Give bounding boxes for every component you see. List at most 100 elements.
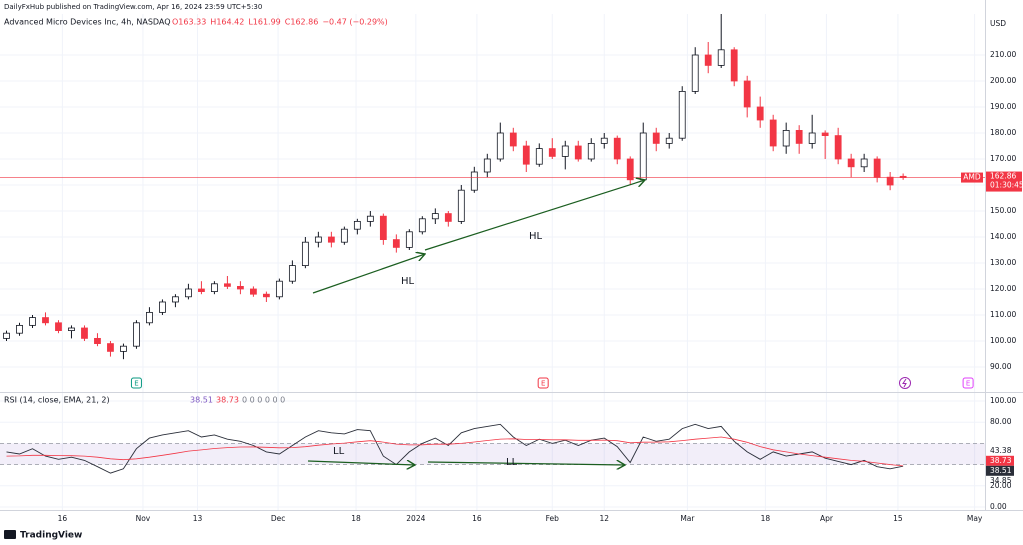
candle-body: [795, 129, 803, 144]
candle-body: [249, 288, 257, 295]
candle-body: [678, 90, 686, 139]
y-tick-label: 120.00: [990, 284, 1016, 293]
x-tick-label: May: [967, 514, 983, 523]
y-tick-label: 150.00: [990, 206, 1016, 215]
x-tick-label: 13: [193, 514, 203, 523]
candle-body: [431, 213, 439, 220]
y-tick-label: 190.00: [990, 102, 1016, 111]
brand: TradingView: [20, 531, 82, 541]
candle-body: [107, 343, 114, 352]
dividend-bolt: [902, 378, 907, 388]
rsi-value: 38.51: [190, 396, 213, 405]
y-tick-label: 170.00: [990, 154, 1016, 163]
candle-body: [808, 132, 816, 144]
candle-body: [860, 158, 868, 168]
candle-body: [275, 280, 283, 298]
candle-body: [81, 327, 88, 339]
rsi-ma-line: [6, 436, 904, 467]
candle-body: [600, 137, 608, 144]
candle-body: [730, 49, 738, 82]
ohlc-legend: O163.33: [172, 18, 206, 27]
y-tick-label: 100.00: [990, 396, 1016, 405]
candle-body: [548, 148, 556, 157]
ohlc-legend: L161.99: [248, 18, 280, 27]
x-tick-label: Apr: [820, 514, 834, 523]
brand-logo: [4, 530, 16, 539]
rsi-axis-label: 34.85: [990, 476, 1012, 485]
event-marker: [537, 377, 549, 389]
rsi-placeholders: 0 0 0 0 0 0: [242, 396, 285, 405]
trend-arrow: [427, 462, 625, 465]
y-tick-label: 110.00: [990, 310, 1016, 319]
candle-body: [353, 220, 361, 230]
event-marker: [130, 377, 142, 389]
candle-body: [821, 132, 829, 136]
candle-body: [522, 145, 530, 165]
y-tick-label: 80.00: [990, 417, 1012, 426]
candle-body: [691, 54, 699, 92]
candle-body: [68, 327, 75, 331]
candle-body: [769, 119, 777, 147]
y-tick-label: 200.00: [990, 76, 1016, 85]
candle-body: [288, 265, 296, 282]
x-tick-label: 16: [472, 514, 482, 523]
candle-body: [756, 106, 764, 121]
rsi-value-tag: [986, 465, 1014, 476]
candle-body: [379, 215, 387, 240]
ohlc-legend: H164.42: [210, 18, 244, 27]
candle-body: [237, 285, 244, 290]
rsi-ma-value: 38.73: [216, 396, 239, 405]
x-tick-label: 12: [599, 514, 609, 523]
event-label: E: [541, 380, 545, 388]
rsi-axis-label: 43.38: [990, 446, 1012, 455]
event-label: E: [134, 380, 138, 388]
y-tick-label: 0.00: [990, 502, 1007, 511]
price-tag-value: 162.86: [990, 172, 1016, 181]
rsi-axis-label: 38.51: [990, 466, 1012, 475]
ticker-tag: [961, 172, 983, 183]
candle-body: [224, 283, 231, 287]
candle-body: [94, 337, 101, 344]
candle-body: [444, 213, 452, 222]
trend-arrow: [424, 180, 645, 251]
candle-body: [42, 317, 49, 324]
x-tick-label: Nov: [136, 514, 151, 523]
candle-body: [120, 345, 127, 352]
candle-body: [886, 176, 894, 186]
trend-arrow: [307, 461, 415, 465]
candle-body: [172, 296, 179, 303]
event-label: E: [966, 380, 970, 388]
candle-body: [457, 189, 465, 222]
labels: O163.33 H164.42 L161.99 C162.86 −0.47 (−0.29…: [58, 18, 1023, 524]
candle-body: [327, 236, 335, 243]
candle-body: [55, 322, 62, 331]
y-tick-label: 100.00: [990, 336, 1016, 345]
candle-body: [159, 301, 166, 313]
y-tick-label: 90.00: [990, 362, 1012, 371]
rsi-axis-label: 38.73: [990, 456, 1012, 465]
candle-body: [3, 332, 10, 339]
annotation: LL: [333, 446, 345, 457]
candle-body: [717, 49, 725, 66]
candle-body: [16, 324, 23, 334]
x-tick-label: Feb: [546, 514, 560, 523]
candle-body: [211, 283, 218, 292]
candle-body: [873, 158, 881, 178]
candle-body: [743, 80, 751, 108]
publisher: DailyFxHub published on TradingView.com,…: [4, 3, 262, 11]
candles: [3, 14, 907, 360]
annotation: HL: [529, 231, 543, 242]
candle-body: [185, 288, 192, 298]
candle-body: [613, 137, 621, 160]
candle-body: [626, 158, 634, 181]
candle-body: [847, 158, 855, 168]
candle-body: [509, 132, 517, 147]
candle-body: [198, 288, 205, 292]
candle-body: [392, 239, 400, 248]
dividend-icon: [899, 377, 911, 389]
candle-body: [665, 137, 673, 144]
x-tick-label: Dec: [271, 514, 286, 523]
x-tick-label: Mar: [680, 514, 695, 523]
y-tick-label: 210.00: [990, 50, 1016, 59]
annotation: HL: [401, 276, 415, 287]
